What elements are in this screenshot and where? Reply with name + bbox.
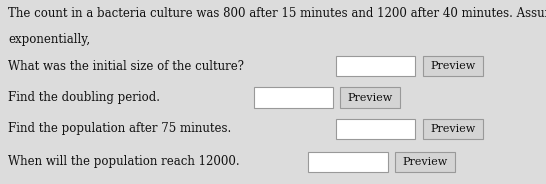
FancyBboxPatch shape	[336, 119, 415, 139]
FancyBboxPatch shape	[395, 152, 455, 172]
Text: Preview: Preview	[431, 61, 476, 71]
FancyBboxPatch shape	[254, 87, 333, 108]
FancyBboxPatch shape	[423, 119, 483, 139]
FancyBboxPatch shape	[423, 56, 483, 76]
FancyBboxPatch shape	[336, 56, 415, 76]
Text: When will the population reach 12000.: When will the population reach 12000.	[8, 155, 240, 168]
Text: Find the doubling period.: Find the doubling period.	[8, 91, 160, 104]
FancyBboxPatch shape	[308, 152, 388, 172]
Text: Preview: Preview	[348, 93, 393, 102]
Text: exponentially,: exponentially,	[8, 33, 90, 46]
Text: What was the initial size of the culture?: What was the initial size of the culture…	[8, 60, 244, 73]
Text: The count in a bacteria culture was 800 after 15 minutes and 1200 after 40 minut: The count in a bacteria culture was 800 …	[8, 7, 546, 20]
Text: Preview: Preview	[431, 124, 476, 134]
Text: Find the population after 75 minutes.: Find the population after 75 minutes.	[8, 122, 232, 135]
Text: Preview: Preview	[402, 157, 447, 167]
FancyBboxPatch shape	[340, 87, 400, 108]
